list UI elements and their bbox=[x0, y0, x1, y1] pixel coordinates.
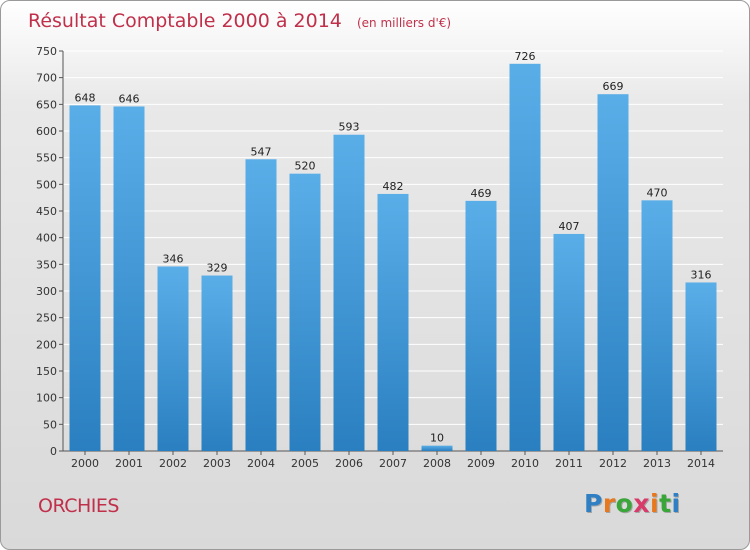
bar-2013 bbox=[641, 200, 673, 451]
x-tick-label-2002: 2002 bbox=[159, 457, 187, 470]
svg-text:Résultat Comptable 2000 à 2014: Résultat Comptable 2000 à 2014 (en milli… bbox=[28, 10, 451, 32]
value-label-2005: 520 bbox=[295, 160, 316, 173]
bar-2011 bbox=[553, 233, 585, 451]
value-label-2008: 10 bbox=[430, 432, 444, 445]
y-tick-label: 300 bbox=[36, 285, 57, 298]
bar-2005 bbox=[289, 173, 321, 451]
value-label-2011: 407 bbox=[559, 220, 580, 233]
x-tick-label-2001: 2001 bbox=[115, 457, 143, 470]
logo-letter: x bbox=[633, 489, 650, 518]
x-tick-label-2008: 2008 bbox=[423, 457, 451, 470]
y-tick-label: 250 bbox=[36, 312, 57, 325]
y-tick-label: 750 bbox=[36, 45, 57, 58]
y-tick-label: 400 bbox=[36, 232, 57, 245]
y-tick-label: 50 bbox=[43, 418, 57, 431]
logo-letter: o bbox=[615, 489, 634, 518]
x-tick-label-2003: 2003 bbox=[203, 457, 231, 470]
x-tick-label-2005: 2005 bbox=[291, 457, 319, 470]
logo-letter: P bbox=[584, 489, 603, 518]
logo-letter: i bbox=[650, 489, 660, 518]
logo-letter: t bbox=[659, 489, 672, 518]
value-label-2004: 547 bbox=[251, 145, 272, 158]
proxiti-logo[interactable]: Proxiti bbox=[584, 489, 681, 518]
x-tick-label-2011: 2011 bbox=[555, 457, 583, 470]
bar-2009 bbox=[465, 200, 497, 451]
x-tick-label-2010: 2010 bbox=[511, 457, 539, 470]
bar-2000 bbox=[69, 105, 101, 452]
logo-letter: i bbox=[671, 489, 681, 518]
y-tick-label: 200 bbox=[36, 338, 57, 351]
value-label-2010: 726 bbox=[515, 50, 536, 63]
value-label-2002: 346 bbox=[163, 252, 184, 265]
x-tick-label-2004: 2004 bbox=[247, 457, 275, 470]
x-tick-label-2013: 2013 bbox=[643, 457, 671, 470]
value-label-2006: 593 bbox=[339, 121, 360, 134]
value-label-2003: 329 bbox=[207, 262, 228, 275]
bar-2008 bbox=[421, 445, 453, 451]
bar-2004 bbox=[245, 159, 277, 451]
location-name: ORCHIES bbox=[38, 495, 119, 517]
y-tick-label: 100 bbox=[36, 392, 57, 405]
bar-2012 bbox=[597, 94, 629, 451]
bar-2010 bbox=[509, 63, 541, 452]
bar-2003 bbox=[201, 275, 233, 451]
y-tick-label: 150 bbox=[36, 365, 57, 378]
value-label-2001: 646 bbox=[119, 92, 140, 105]
y-tick-label: 0 bbox=[50, 445, 57, 458]
bar-2001 bbox=[113, 106, 145, 451]
y-tick-label: 500 bbox=[36, 178, 57, 191]
x-tick-label-2006: 2006 bbox=[335, 457, 363, 470]
value-label-2014: 316 bbox=[691, 268, 712, 281]
value-label-2012: 669 bbox=[603, 80, 624, 93]
y-tick-label: 450 bbox=[36, 205, 57, 218]
bar-2007 bbox=[377, 193, 409, 451]
x-tick-label-2000: 2000 bbox=[71, 457, 99, 470]
chart-title: Résultat Comptable 2000 à 2014 bbox=[28, 10, 342, 32]
value-label-2013: 470 bbox=[647, 186, 668, 199]
bar-2014 bbox=[685, 282, 717, 451]
value-label-2009: 469 bbox=[471, 187, 492, 200]
bar-2002 bbox=[157, 266, 189, 451]
bars bbox=[69, 63, 717, 452]
y-tick-label: 700 bbox=[36, 72, 57, 85]
y-tick-label: 650 bbox=[36, 98, 57, 111]
x-tick-label-2014: 2014 bbox=[687, 457, 715, 470]
value-label-2000: 648 bbox=[75, 91, 96, 104]
x-tick-label-2012: 2012 bbox=[599, 457, 627, 470]
x-tick-label-2009: 2009 bbox=[467, 457, 495, 470]
logo-letter: r bbox=[602, 489, 616, 518]
x-tick-label-2007: 2007 bbox=[379, 457, 407, 470]
y-tick-label: 350 bbox=[36, 258, 57, 271]
bar-2006 bbox=[333, 134, 365, 451]
y-tick-label: 600 bbox=[36, 125, 57, 138]
y-tick-label: 550 bbox=[36, 152, 57, 165]
value-label-2007: 482 bbox=[383, 180, 404, 193]
labels: 0 50 100 150 200 250 300 350 400 450 500 550 600 650 7… bbox=[36, 45, 715, 470]
chart-subtitle: (en milliers d'€) bbox=[357, 16, 451, 30]
